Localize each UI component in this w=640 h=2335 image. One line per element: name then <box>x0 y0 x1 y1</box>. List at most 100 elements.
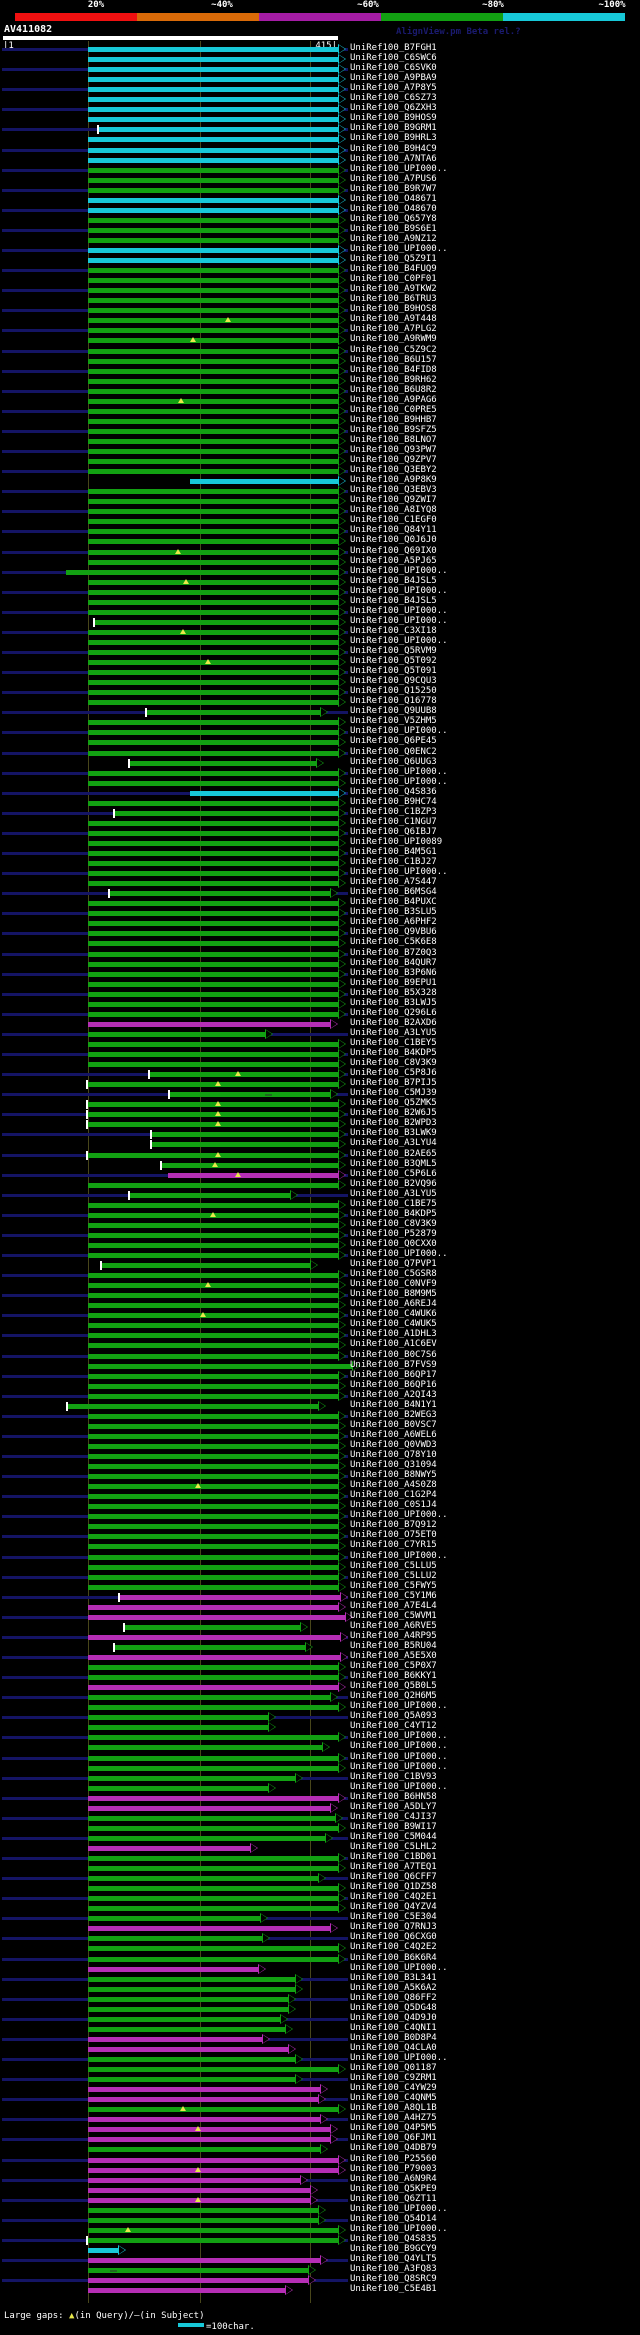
table-row[interactable]: UniRef100_C5P8J6 <box>0 1068 640 1080</box>
hsp-bar[interactable] <box>88 2157 338 2163</box>
hsp-bar[interactable] <box>88 2006 288 2012</box>
hit-accession-label[interactable]: UniRef100_C3XI18 <box>350 625 437 636</box>
table-row[interactable]: UniRef100_Q657Y8 <box>0 214 640 226</box>
table-row[interactable]: UniRef100_A9PBA9 <box>0 73 640 85</box>
table-row[interactable]: UniRef100_UPI000.. <box>0 2204 640 2216</box>
hit-accession-label[interactable]: UniRef100_A6REJ4 <box>350 1299 437 1310</box>
hit-accession-label[interactable]: UniRef100_UPI000.. <box>350 1701 448 1712</box>
hit-accession-label[interactable]: UniRef100_A9TKW2 <box>350 284 437 295</box>
hsp-bar[interactable] <box>88 1725 268 1731</box>
hsp-bar[interactable] <box>147 710 320 716</box>
hsp-bar[interactable] <box>88 1283 338 1289</box>
hsp-bar[interactable] <box>88 1393 338 1399</box>
table-row[interactable]: UniRef100_Q84Y11 <box>0 525 640 537</box>
table-row[interactable]: UniRef100_Q5KPE9 <box>0 2184 640 2196</box>
hsp-bar[interactable] <box>88 941 338 947</box>
table-row[interactable]: UniRef100_B9HHB7 <box>0 415 640 427</box>
table-row[interactable]: UniRef100_B3QML5 <box>0 1159 640 1171</box>
table-row[interactable]: UniRef100_Q9CQU3 <box>0 676 640 688</box>
hit-accession-label[interactable]: UniRef100_B4JSL5 <box>350 595 437 606</box>
table-row[interactable]: UniRef100_A4HZ75 <box>0 2113 640 2125</box>
hit-accession-label[interactable]: UniRef100_C1EGF0 <box>350 515 437 526</box>
hit-accession-label[interactable]: UniRef100_Q6ZT11 <box>350 2193 437 2204</box>
table-row[interactable]: UniRef100_Q6ZT11 <box>0 2193 640 2206</box>
table-row[interactable]: UniRef100_Q6UUG3 <box>0 757 640 769</box>
hit-accession-label[interactable]: UniRef100_C5Z9C2 <box>350 344 437 355</box>
hit-accession-label[interactable]: UniRef100_B9H4C9 <box>350 143 437 154</box>
table-row[interactable]: UniRef100_Q6PE45 <box>0 736 640 748</box>
table-row[interactable]: UniRef100_B9S6E1 <box>0 224 640 236</box>
table-row[interactable]: UniRef100_UPI000.. <box>0 777 640 789</box>
hsp-bar[interactable] <box>88 398 338 404</box>
hit-accession-label[interactable]: UniRef100_Q6PE45 <box>350 736 437 747</box>
hsp-bar[interactable] <box>88 720 338 726</box>
hsp-bar[interactable] <box>88 1926 330 1932</box>
table-row[interactable]: UniRef100_B8NWY5 <box>0 1470 640 1482</box>
hit-accession-label[interactable]: UniRef100_UPI000.. <box>350 1962 448 1973</box>
table-row[interactable]: UniRef100_A4RP95 <box>0 1631 640 1643</box>
hit-accession-label[interactable]: UniRef100_UPI000.. <box>350 615 448 626</box>
hit-accession-label[interactable]: UniRef100_C5LHL2 <box>350 1841 437 1852</box>
hit-accession-label[interactable]: UniRef100_B4M5G1 <box>350 847 437 857</box>
hsp-bar[interactable] <box>88 308 338 314</box>
hit-accession-label[interactable]: UniRef100_A6N9R4 <box>350 2173 437 2184</box>
table-row[interactable]: UniRef100_A3LYU5 <box>0 1028 640 1040</box>
hit-accession-label[interactable]: UniRef100_C4YW29 <box>350 2083 437 2094</box>
hsp-bar[interactable] <box>88 338 338 344</box>
table-row[interactable]: UniRef100_B3L341 <box>0 1972 640 1985</box>
table-row[interactable]: UniRef100_C5MJ39 <box>0 1088 640 1100</box>
table-row[interactable]: UniRef100_UPI000.. <box>0 1249 640 1261</box>
hit-accession-label[interactable]: UniRef100_C4Q2E2 <box>350 1942 437 1953</box>
table-row[interactable]: UniRef100_C6SZ73 <box>0 93 640 105</box>
hsp-bar[interactable] <box>88 1544 338 1550</box>
hsp-bar[interactable] <box>88 1825 338 1831</box>
hit-accession-label[interactable]: UniRef100_UPI000.. <box>350 635 448 646</box>
hsp-bar[interactable] <box>88 2016 280 2022</box>
hit-accession-label[interactable]: UniRef100_Q01187 <box>350 2063 437 2074</box>
table-row[interactable]: UniRef100_UPI000.. <box>0 1701 640 1713</box>
hit-accession-label[interactable]: UniRef100_Q6IBJ7 <box>350 826 437 837</box>
hsp-bar[interactable] <box>88 1876 318 1882</box>
hit-accession-label[interactable]: UniRef100_B4FID8 <box>350 364 437 375</box>
hit-accession-label[interactable]: UniRef100_B4KDP5 <box>350 1048 437 1058</box>
hit-accession-label[interactable]: UniRef100_B2WPD3 <box>350 1118 437 1129</box>
hsp-bar[interactable] <box>88 2288 285 2294</box>
hit-accession-label[interactable]: UniRef100_P79003 <box>350 2163 437 2174</box>
table-row[interactable]: UniRef100_UPI000.. <box>0 1762 640 1774</box>
table-row[interactable]: UniRef100_Q4YZV4 <box>0 1902 640 1914</box>
hsp-bar[interactable] <box>88 1554 338 1560</box>
hit-accession-label[interactable]: UniRef100_A3LYU4 <box>350 1138 437 1149</box>
hit-accession-label[interactable]: UniRef100_Q9VBU6 <box>350 927 437 938</box>
hsp-bar[interactable] <box>88 1031 265 1037</box>
table-row[interactable]: UniRef100_Q0VWD3 <box>0 1440 640 1452</box>
hsp-bar[interactable] <box>88 1413 338 1419</box>
hit-accession-label[interactable]: UniRef100_B9SFZ5 <box>350 424 437 435</box>
table-row[interactable]: UniRef100_Q16778 <box>0 696 640 708</box>
table-row[interactable]: UniRef100_B4PUXC <box>0 897 640 909</box>
hit-accession-label[interactable]: UniRef100_Q3EBY2 <box>350 465 437 476</box>
hsp-bar[interactable] <box>88 1785 268 1791</box>
hit-accession-label[interactable]: UniRef100_B2W6J5 <box>350 1108 437 1119</box>
hit-accession-label[interactable]: UniRef100_B6U8R2 <box>350 384 437 395</box>
table-row[interactable]: UniRef100_Q1DZ58 <box>0 1882 640 1894</box>
hsp-bar[interactable] <box>120 1594 340 1600</box>
hit-accession-label[interactable]: UniRef100_Q15250 <box>350 686 437 697</box>
hit-accession-label[interactable]: UniRef100_B6HN58 <box>350 1791 437 1802</box>
hit-accession-label[interactable]: UniRef100_C1BV93 <box>350 1771 437 1782</box>
table-row[interactable]: UniRef100_C9ZRM1 <box>0 2073 640 2085</box>
hit-accession-label[interactable]: UniRef100_B7Q912 <box>350 1520 437 1531</box>
hit-accession-label[interactable]: UniRef100_B3L341 <box>350 1972 437 1983</box>
hit-accession-label[interactable]: UniRef100_B5RU04 <box>350 1640 437 1651</box>
hsp-bar[interactable] <box>115 1644 305 1650</box>
hit-accession-label[interactable]: UniRef100_A9P8K9 <box>350 475 437 486</box>
hsp-bar[interactable] <box>88 1735 338 1741</box>
table-row[interactable]: UniRef100_P52879 <box>0 1229 640 1241</box>
hit-accession-label[interactable]: UniRef100_C7YR15 <box>350 1540 437 1551</box>
hsp-bar[interactable] <box>88 1745 322 1751</box>
hsp-bar[interactable] <box>88 1222 338 1228</box>
hsp-bar[interactable] <box>88 499 338 505</box>
table-row[interactable]: UniRef100_C5M044 <box>0 1832 640 1844</box>
hit-accession-label[interactable]: UniRef100_UPI000.. <box>350 1781 448 1792</box>
hit-accession-label[interactable]: UniRef100_Q4DB79 <box>350 2143 437 2154</box>
hsp-bar[interactable] <box>88 147 338 153</box>
